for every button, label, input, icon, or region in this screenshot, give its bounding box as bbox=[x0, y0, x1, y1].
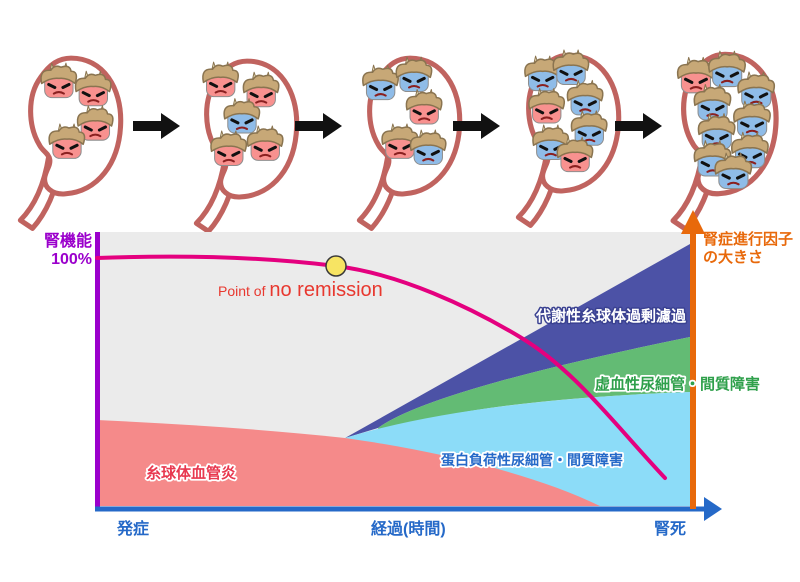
region-vasculitis-label: 糸球体血管炎 bbox=[146, 464, 236, 482]
kidney-stage-5 bbox=[660, 49, 786, 202]
y-axis-label-line2: 100% bbox=[51, 251, 92, 268]
right-axis-label-line1: 腎症進行因子 bbox=[703, 230, 793, 248]
kidney-stage-4 bbox=[506, 48, 628, 199]
y-axis-line bbox=[95, 232, 100, 509]
progression-arrow-2 bbox=[295, 113, 342, 139]
region-hyperfiltration-area bbox=[345, 244, 690, 438]
right-axis-arrowhead bbox=[681, 210, 705, 234]
x-axis-label-middle: 経過(時間) bbox=[371, 519, 446, 538]
y-axis-label-line1: 腎機能 bbox=[44, 231, 92, 250]
annotation-emphasis: no remission bbox=[269, 279, 382, 301]
x-axis-arrowhead bbox=[704, 497, 722, 521]
no-remission-annotation: Point of no remission bbox=[218, 279, 383, 301]
no-remission-point bbox=[325, 255, 347, 277]
region-protein-load-area bbox=[345, 392, 690, 506]
kidney-stage-3 bbox=[347, 50, 469, 202]
kidney-stage-2 bbox=[184, 53, 306, 205]
right-axis-label-line2: の大きさ bbox=[703, 248, 763, 266]
region-vasculitis-area bbox=[97, 420, 600, 506]
kidney-stage-1 bbox=[8, 50, 130, 202]
x-axis-line bbox=[95, 506, 707, 512]
progression-arrow-1 bbox=[133, 113, 180, 139]
right-axis-line bbox=[690, 230, 696, 509]
region-ischemic-area bbox=[378, 337, 690, 433]
region-ischemic-label: 虚血性尿細管・間質障害 bbox=[595, 375, 760, 393]
region-protein-load-label: 蛋白負荷性尿細管・間質障害 bbox=[441, 452, 623, 468]
kidney-function-curve bbox=[95, 254, 667, 480]
kidney-function-chart: 腎機能 100% 腎症進行因子 の大きさ Point of no remissi… bbox=[44, 210, 793, 538]
x-axis-label-end: 腎死 bbox=[654, 520, 686, 538]
progression-arrow-4 bbox=[615, 113, 662, 139]
annotation-prefix: Point of bbox=[218, 283, 269, 299]
progression-arrow-3 bbox=[453, 113, 500, 139]
x-axis-label-start: 発症 bbox=[116, 519, 149, 538]
region-hyperfiltration-label: 代謝性糸球体過剰濾過 bbox=[535, 307, 687, 325]
